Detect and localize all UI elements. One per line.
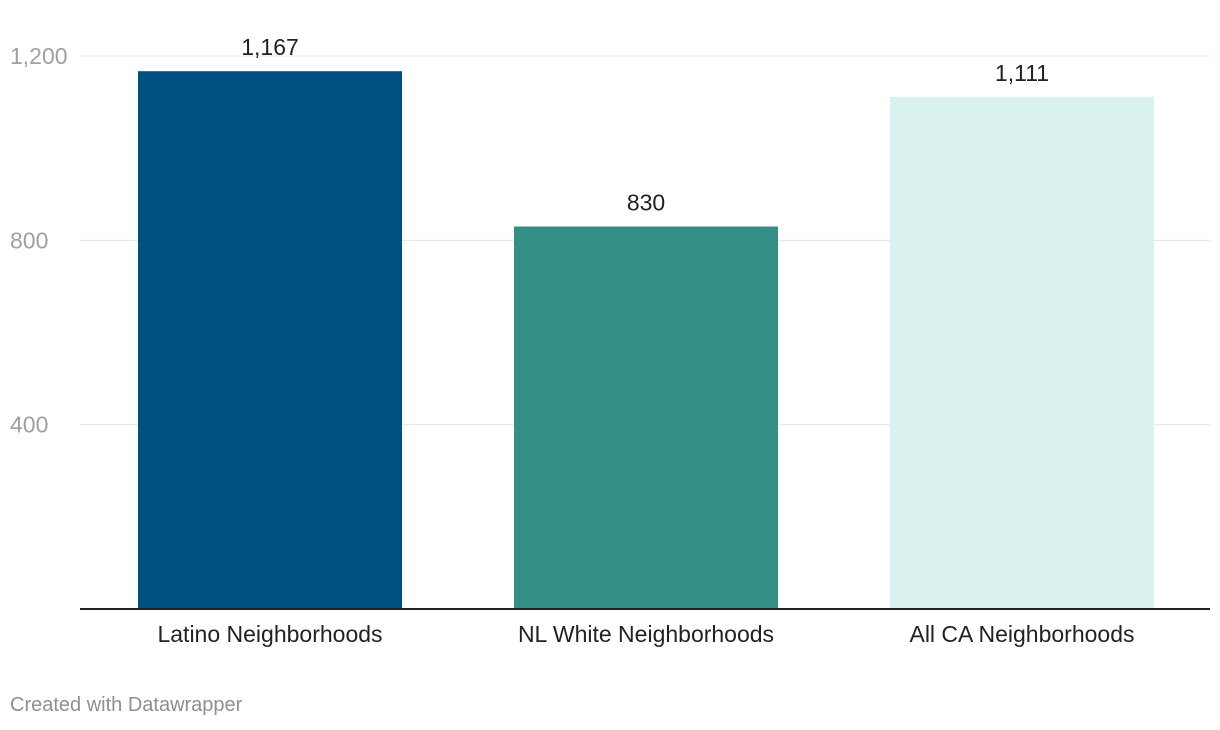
bar — [890, 97, 1154, 610]
bar — [138, 71, 402, 609]
bar-value-label: 1,111 — [995, 60, 1049, 86]
y-tick-label: 800 — [10, 227, 48, 253]
bar-value-label: 830 — [627, 190, 665, 216]
y-tick-label: 1,200 — [10, 43, 68, 69]
datawrapper-credit: Created with Datawrapper — [10, 694, 243, 716]
x-category-label: Latino Neighborhoods — [157, 621, 382, 647]
bar-chart: 400 800 1,200 1,167 Latino Neighborhoods 830 N… — [10, 34, 1210, 647]
x-category-label: NL White Neighborhoods — [518, 621, 774, 647]
bar — [514, 226, 778, 609]
x-category-label: All CA Neighborhoods — [909, 621, 1134, 647]
y-tick-label: 400 — [10, 412, 48, 438]
bar-value-label: 1,167 — [241, 34, 299, 60]
